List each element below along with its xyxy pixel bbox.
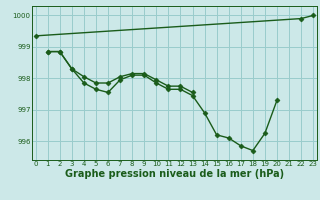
X-axis label: Graphe pression niveau de la mer (hPa): Graphe pression niveau de la mer (hPa) <box>65 169 284 179</box>
